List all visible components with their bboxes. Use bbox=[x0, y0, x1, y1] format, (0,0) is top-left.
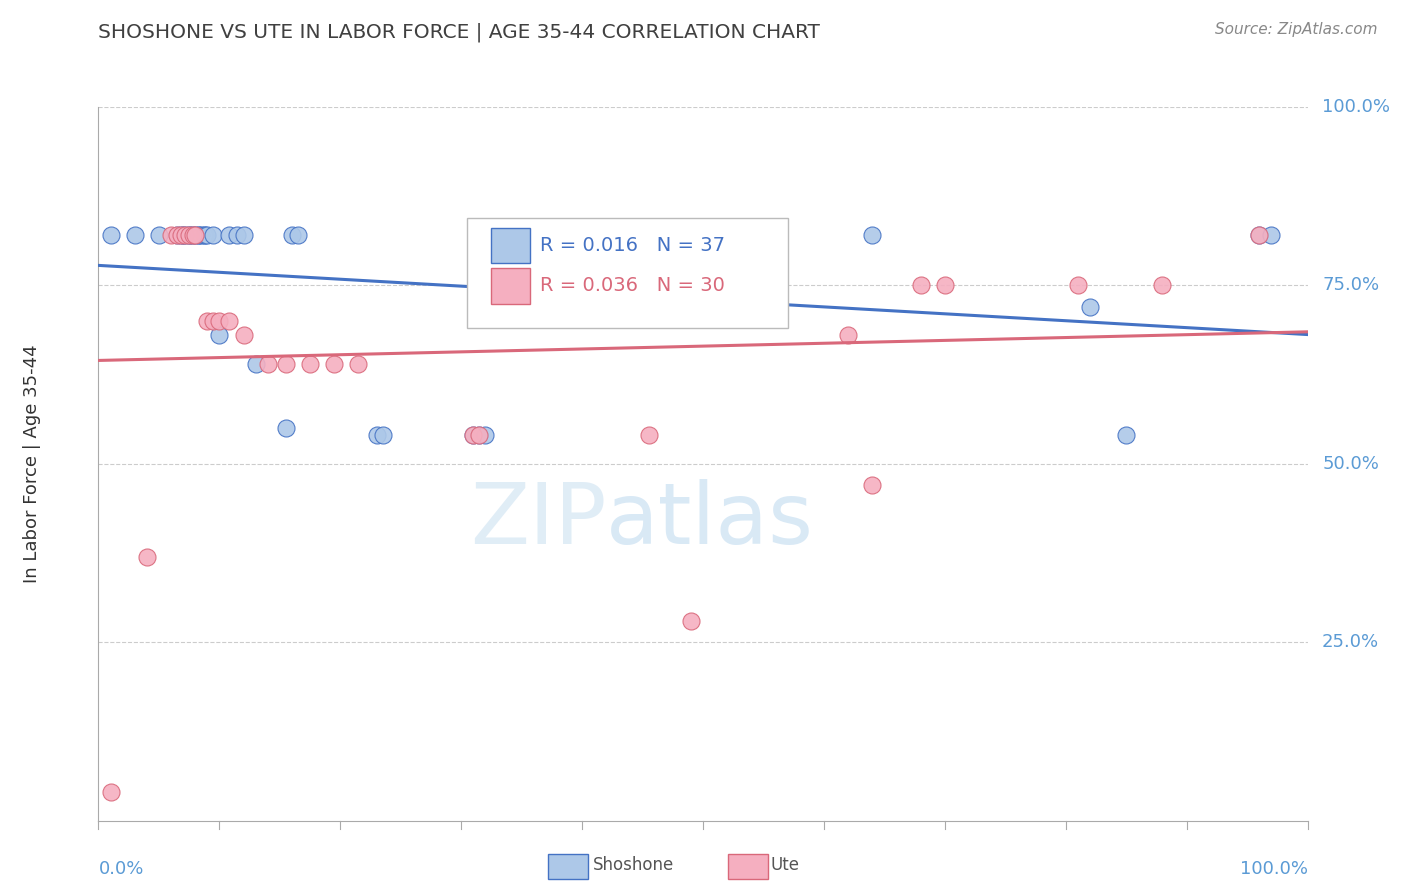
Text: In Labor Force | Age 35-44: In Labor Force | Age 35-44 bbox=[22, 344, 41, 583]
Point bbox=[860, 478, 883, 492]
Text: ZIP: ZIP bbox=[470, 479, 606, 563]
Point bbox=[169, 228, 191, 243]
Point bbox=[179, 228, 201, 243]
Point bbox=[208, 314, 231, 328]
Point bbox=[1067, 278, 1090, 293]
Point bbox=[218, 228, 240, 243]
Point bbox=[298, 357, 321, 371]
Point bbox=[174, 228, 197, 243]
Point bbox=[474, 428, 496, 442]
Text: SHOSHONE VS UTE IN LABOR FORCE | AGE 35-44 CORRELATION CHART: SHOSHONE VS UTE IN LABOR FORCE | AGE 35-… bbox=[98, 22, 820, 42]
Point bbox=[194, 228, 217, 243]
Point bbox=[202, 314, 225, 328]
Point bbox=[323, 357, 346, 371]
Point bbox=[679, 614, 702, 628]
Point bbox=[934, 278, 956, 293]
FancyBboxPatch shape bbox=[492, 268, 530, 304]
Text: 50.0%: 50.0% bbox=[1322, 455, 1379, 473]
Point bbox=[281, 228, 304, 243]
Point bbox=[195, 228, 218, 243]
Point bbox=[468, 428, 491, 442]
Point bbox=[274, 357, 297, 371]
Text: Ute: Ute bbox=[770, 856, 800, 874]
Point bbox=[347, 357, 370, 371]
Point bbox=[166, 228, 188, 243]
Point bbox=[208, 328, 231, 343]
Point bbox=[177, 228, 201, 243]
Point bbox=[218, 314, 240, 328]
Point bbox=[169, 228, 191, 243]
Point bbox=[256, 357, 278, 371]
Point bbox=[184, 228, 207, 243]
Point bbox=[463, 428, 485, 442]
Point bbox=[287, 228, 309, 243]
Text: Source: ZipAtlas.com: Source: ZipAtlas.com bbox=[1215, 22, 1378, 37]
Point bbox=[655, 228, 678, 243]
Point bbox=[232, 228, 254, 243]
Point bbox=[1115, 428, 1137, 442]
Text: 25.0%: 25.0% bbox=[1322, 633, 1379, 651]
Point bbox=[1078, 300, 1101, 314]
Point bbox=[181, 228, 204, 243]
Point bbox=[177, 228, 201, 243]
Text: R = 0.016   N = 37: R = 0.016 N = 37 bbox=[540, 236, 724, 255]
Point bbox=[1152, 278, 1174, 293]
Text: 75.0%: 75.0% bbox=[1322, 277, 1379, 294]
Point bbox=[226, 228, 249, 243]
Point bbox=[148, 228, 170, 243]
Point bbox=[1249, 228, 1271, 243]
Point bbox=[1260, 228, 1282, 243]
Point bbox=[160, 228, 183, 243]
Point bbox=[195, 314, 218, 328]
Point bbox=[837, 328, 859, 343]
Text: Shoshone: Shoshone bbox=[593, 856, 675, 874]
Point bbox=[135, 549, 157, 564]
Text: 100.0%: 100.0% bbox=[1322, 98, 1391, 116]
Point bbox=[232, 328, 254, 343]
Point bbox=[100, 228, 122, 243]
Point bbox=[187, 228, 209, 243]
Point bbox=[1249, 228, 1271, 243]
Text: 0.0%: 0.0% bbox=[98, 860, 143, 878]
Point bbox=[202, 228, 225, 243]
Point bbox=[172, 228, 194, 243]
FancyBboxPatch shape bbox=[492, 227, 530, 263]
FancyBboxPatch shape bbox=[467, 218, 787, 328]
Text: atlas: atlas bbox=[606, 479, 814, 563]
Point bbox=[910, 278, 932, 293]
Point bbox=[193, 228, 215, 243]
Point bbox=[637, 428, 659, 442]
Point bbox=[371, 428, 394, 442]
Point bbox=[190, 228, 212, 243]
Text: R = 0.036   N = 30: R = 0.036 N = 30 bbox=[540, 277, 724, 295]
Point bbox=[184, 228, 207, 243]
Point bbox=[100, 785, 122, 799]
Point bbox=[245, 357, 267, 371]
Point bbox=[468, 428, 491, 442]
Point bbox=[187, 228, 209, 243]
Point bbox=[166, 228, 188, 243]
Point bbox=[463, 428, 485, 442]
Text: 100.0%: 100.0% bbox=[1240, 860, 1308, 878]
Point bbox=[366, 428, 388, 442]
Point bbox=[124, 228, 146, 243]
Point bbox=[181, 228, 204, 243]
Point bbox=[174, 228, 197, 243]
Point bbox=[860, 228, 883, 243]
Point bbox=[274, 421, 297, 435]
